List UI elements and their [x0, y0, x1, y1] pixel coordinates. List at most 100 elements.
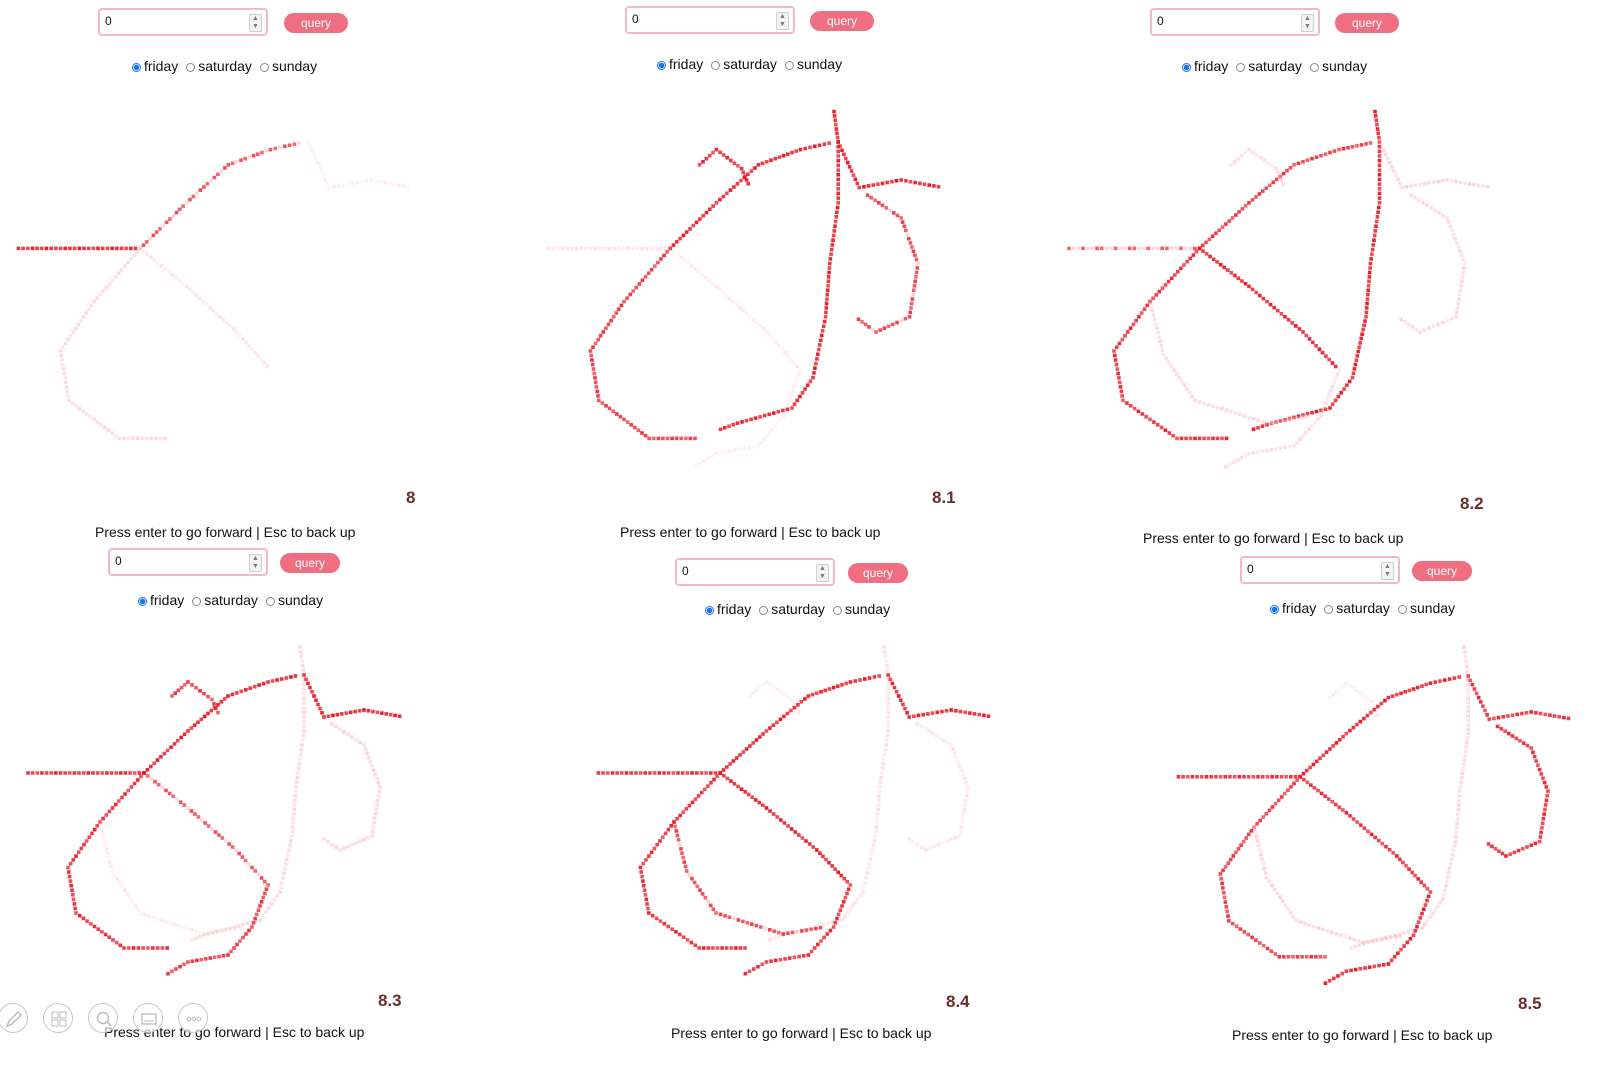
radio-friday[interactable]: friday — [138, 592, 184, 608]
heat-cell — [251, 153, 256, 158]
radio-sunday[interactable]: sunday — [832, 601, 890, 617]
radio-friday[interactable]: friday — [1182, 58, 1228, 74]
radio-button-icon[interactable] — [784, 61, 794, 70]
stepper-icon[interactable]: ▲ ▼ — [249, 14, 262, 32]
heat-cell — [1218, 775, 1223, 779]
pen-icon[interactable] — [0, 1003, 28, 1033]
stepper-icon[interactable]: ▲ ▼ — [816, 564, 829, 582]
radio-sunday[interactable]: sunday — [1309, 58, 1367, 74]
radio-button-icon[interactable] — [1182, 63, 1191, 72]
heat-cell — [1339, 933, 1343, 937]
transit-heatmap — [596, 645, 991, 976]
radio-friday[interactable]: friday — [132, 58, 178, 74]
radio-saturday[interactable]: saturday — [1236, 58, 1302, 74]
number-input[interactable]: 0 ▲ ▼ — [675, 558, 835, 586]
radio-saturday[interactable]: saturday — [759, 601, 825, 617]
radio-sunday[interactable]: sunday — [259, 58, 317, 74]
heat-cell — [131, 946, 136, 950]
heat-cell — [840, 148, 844, 153]
number-input[interactable]: 0 ▲ ▼ — [98, 8, 268, 36]
radio-button-icon[interactable] — [186, 63, 196, 72]
query-button[interactable]: query — [280, 553, 340, 573]
zoom-icon[interactable] — [88, 1003, 118, 1033]
heat-cell — [1274, 177, 1279, 182]
heat-cell — [738, 305, 742, 310]
heat-cell — [944, 709, 949, 713]
radio-friday[interactable]: friday — [705, 601, 751, 617]
radio-button-icon[interactable] — [1397, 605, 1407, 614]
radio-button-icon[interactable] — [138, 597, 147, 606]
heat-cell — [574, 246, 579, 251]
heat-cell — [62, 371, 66, 376]
radio-friday[interactable]: friday — [1270, 600, 1316, 616]
heat-cell — [809, 949, 814, 954]
radio-saturday[interactable]: saturday — [192, 592, 258, 608]
radio-button-icon[interactable] — [132, 63, 141, 72]
query-button[interactable]: query — [1412, 561, 1472, 581]
heat-cell — [1283, 315, 1287, 319]
radio-label: friday — [669, 56, 704, 72]
stepper-icon[interactable]: ▲ ▼ — [1381, 562, 1394, 580]
stepper-icon[interactable]: ▲ ▼ — [776, 12, 789, 30]
heat-cell — [743, 971, 748, 976]
number-input[interactable]: 0 ▲ ▼ — [1150, 8, 1320, 36]
number-input[interactable]: 0 ▲ ▼ — [1240, 556, 1400, 584]
number-input[interactable]: 0 ▲ ▼ — [625, 6, 795, 34]
heat-cell — [280, 880, 284, 885]
radio-sunday[interactable]: sunday — [784, 56, 842, 72]
radio-saturday[interactable]: saturday — [711, 56, 777, 72]
radio-button-icon[interactable] — [265, 597, 275, 606]
heat-cell — [1465, 740, 1469, 745]
heat-cell — [713, 771, 718, 775]
query-button[interactable]: query — [848, 563, 908, 583]
radio-button-icon[interactable] — [657, 61, 666, 70]
radio-saturday[interactable]: saturday — [1324, 600, 1390, 616]
radio-saturday[interactable]: saturday — [186, 58, 252, 74]
heat-cell — [362, 743, 366, 747]
heat-cell — [1545, 794, 1549, 798]
radio-button-icon[interactable] — [259, 63, 269, 72]
heat-cell — [1543, 807, 1547, 812]
heat-cell — [1310, 423, 1314, 428]
heat-cell — [290, 829, 295, 834]
radio-button-icon[interactable] — [192, 597, 202, 606]
heat-cell — [1436, 322, 1440, 327]
radio-button-icon[interactable] — [705, 606, 714, 615]
heat-cell — [590, 358, 594, 362]
stepper-icon[interactable]: ▲ ▼ — [249, 554, 262, 572]
heat-cell — [1366, 288, 1370, 292]
more-icon[interactable] — [178, 1003, 208, 1033]
query-button[interactable]: query — [810, 11, 874, 31]
query-button[interactable]: query — [284, 13, 348, 33]
heat-cell — [1537, 839, 1542, 844]
heat-cell — [1223, 865, 1228, 869]
radio-button-icon[interactable] — [1270, 605, 1279, 614]
heat-cell — [1334, 741, 1339, 745]
radio-sunday[interactable]: sunday — [265, 592, 323, 608]
heat-cell — [122, 436, 126, 441]
radio-friday[interactable]: friday — [657, 56, 703, 72]
radio-button-icon[interactable] — [1324, 605, 1334, 614]
heat-cell — [1369, 710, 1373, 715]
radio-button-icon[interactable] — [711, 61, 721, 70]
heat-cell — [1454, 830, 1459, 835]
query-button[interactable]: query — [1335, 13, 1399, 33]
radio-sunday[interactable]: sunday — [1397, 600, 1455, 616]
heat-cell — [168, 921, 172, 925]
heat-cell — [1320, 350, 1325, 355]
radio-button-icon[interactable] — [759, 606, 769, 615]
number-input[interactable]: 0 ▲ ▼ — [108, 548, 268, 576]
heat-cell — [68, 861, 73, 866]
heat-cell — [611, 409, 615, 414]
heat-cell — [95, 420, 100, 424]
radio-button-icon[interactable] — [1309, 63, 1319, 72]
subtitle-icon[interactable] — [133, 1003, 163, 1033]
heat-cell — [1316, 417, 1320, 421]
heat-cell — [1399, 691, 1403, 696]
heat-cell — [116, 271, 121, 275]
slides-icon[interactable] — [43, 1003, 73, 1033]
radio-button-icon[interactable] — [832, 606, 842, 615]
stepper-icon[interactable]: ▲ ▼ — [1301, 14, 1314, 32]
radio-button-icon[interactable] — [1236, 63, 1246, 72]
heat-cell — [49, 246, 53, 251]
